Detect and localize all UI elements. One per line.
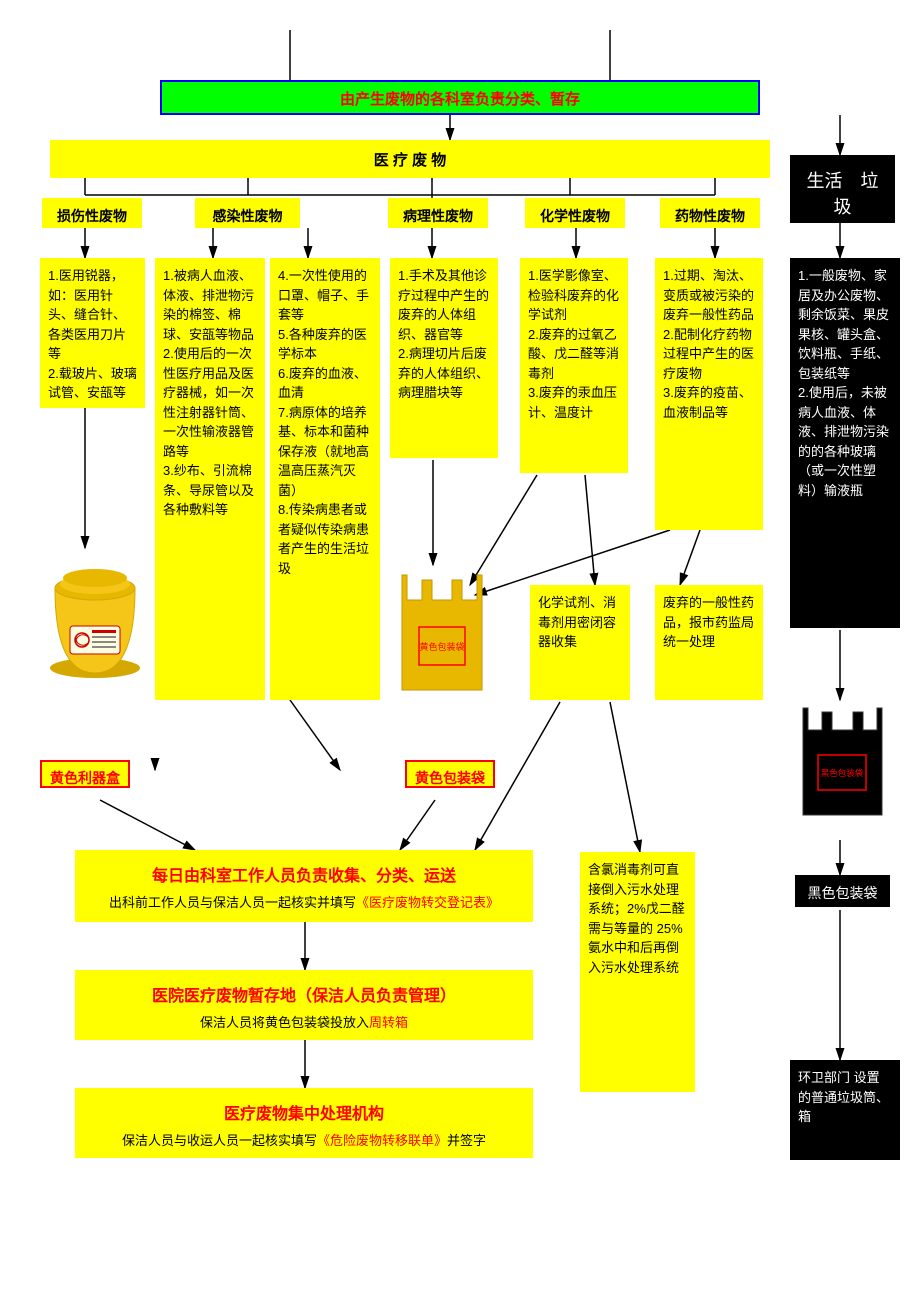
chlorine-box: 含氯消毒剂可直接倒入污水处理系统；2%戊二醛需与等量的 25%氨水中和后再倒入污… — [580, 852, 695, 1092]
black-bag-label: 黑色包装袋 — [795, 875, 890, 907]
medical-waste-title: 医 疗 废 物 — [50, 140, 770, 178]
yellow-bag-icon: 黄色包装袋 — [397, 565, 487, 695]
process-collect: 每日由科室工作人员负责收集、分类、运送 出科前工作人员与保洁人员一起核实并填写《… — [75, 850, 533, 922]
cat-injurious: 损伤性废物 — [42, 198, 142, 228]
box-pharmaceutical: 1.过期、淘汰、变质或被污染的废弃一般性药品 2.配制化疗药物过程中产生的医疗废… — [655, 258, 763, 530]
cat-pathological: 病理性废物 — [388, 198, 488, 228]
process-storage: 医院医疗废物暂存地（保洁人员负责管理） 保洁人员将黄色包装袋投放入周转箱 — [75, 970, 533, 1040]
chemical-container-box: 化学试剂、消毒剂用密闭容器收集 — [530, 585, 630, 700]
cat-infectious: 感染性废物 — [195, 198, 300, 228]
box-household: 1.一般废物、家居及办公废物、剩余饭菜、果皮果核、罐头盒、饮料瓶、手纸、包装纸等… — [790, 258, 900, 628]
yellow-bag-label: 黄色包装袋 — [405, 760, 495, 788]
svg-text:黄色包装袋: 黄色包装袋 — [419, 641, 464, 652]
top-banner: 由产生废物的各科室负责分类、暂存 — [160, 80, 760, 115]
pharma-disposal-box: 废弃的一般性药品，报市药监局统一处理 — [655, 585, 763, 700]
box-pathological: 1.手术及其他诊疗过程中产生的废弃的人体组织、器官等 2.病理切片后废弃的人体组… — [390, 258, 498, 458]
sanitation-box: 环卫部门 设置的普通垃圾筒、箱 — [790, 1060, 900, 1160]
box-infectious1: 1.被病人血液、体液、排泄物污染的棉签、棉球、安瓿等物品 2.使用后的一次性医疗… — [155, 258, 265, 700]
sharps-box-label: 黄色利器盒 — [40, 760, 130, 788]
box-injurious: 1.医用锐器，如：医用针头、缝合针、各类医用刀片等 2.载玻片、玻璃试管、安瓿等 — [40, 258, 145, 408]
svg-text:黑色包装袋: 黑色包装袋 — [821, 768, 864, 778]
black-bag-icon: 黑色包装袋 — [800, 700, 885, 820]
process-final: 医疗废物集中处理机构 保洁人员与收运人员一起核实填写《危险废物转移联单》并签字 — [75, 1088, 533, 1158]
sharps-container-icon — [40, 548, 150, 683]
cat-pharmaceutical: 药物性废物 — [660, 198, 760, 228]
box-chemical: 1.医学影像室、检验科废弃的化学试剂 2.废弃的过氧乙酸、戊二醛等消毒剂 3.废… — [520, 258, 628, 473]
box-infectious2: 4.一次性使用的口罩、帽子、手套等 5.各种废弃的医学标本 6.废弃的血液、血清… — [270, 258, 380, 700]
cat-chemical: 化学性废物 — [525, 198, 625, 228]
household-waste-title: 生活 垃圾 — [790, 155, 895, 223]
